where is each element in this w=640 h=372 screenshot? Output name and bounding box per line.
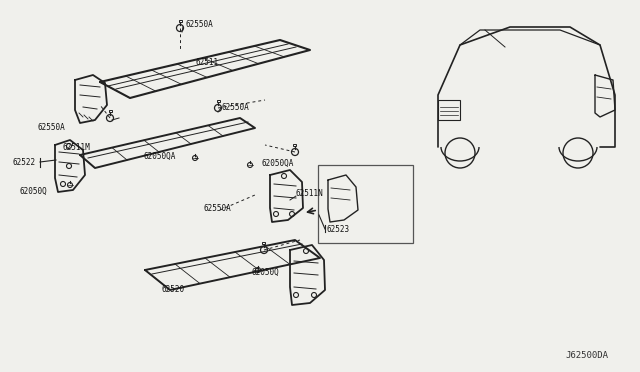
Bar	[294, 144, 296, 145]
Text: 62523: 62523	[327, 224, 350, 234]
Text: 62520: 62520	[161, 285, 184, 295]
Bar	[179, 19, 182, 22]
Text: 62511M: 62511M	[62, 142, 90, 151]
Text: 62050QA: 62050QA	[262, 158, 294, 167]
Text: 62050QA: 62050QA	[144, 151, 177, 160]
Bar	[262, 241, 266, 244]
Text: 62550A: 62550A	[222, 103, 250, 112]
Bar	[318, 165, 413, 243]
Text: 62511: 62511	[196, 58, 219, 67]
Bar	[438, 100, 460, 120]
Text: 62050Q: 62050Q	[19, 186, 47, 196]
Text: 62050Q: 62050Q	[252, 267, 280, 276]
Text: 62550A: 62550A	[37, 122, 65, 131]
Text: 62550A: 62550A	[186, 19, 214, 29]
Text: 62511N: 62511N	[296, 189, 324, 198]
Bar	[216, 99, 220, 102]
Text: J62500DA: J62500DA	[565, 350, 608, 359]
Text: 62522: 62522	[12, 157, 35, 167]
Bar	[109, 109, 111, 112]
Text: 62550A: 62550A	[203, 203, 231, 212]
